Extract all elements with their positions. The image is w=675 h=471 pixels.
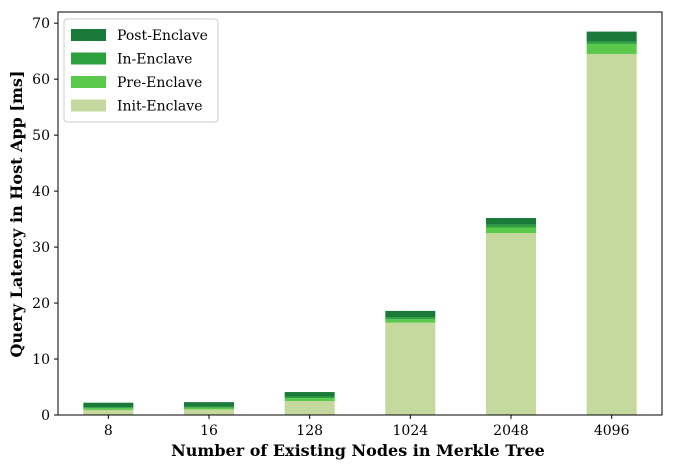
legend-box	[63, 18, 219, 123]
bar-segment-pre-enclave-4096	[586, 43, 637, 54]
bar-segment-post-enclave-8	[83, 402, 134, 408]
bar-segment-in-enclave-2048	[486, 224, 536, 228]
legend-label-post-enclave: Post-Enclave	[117, 28, 208, 44]
y-tick-label: 10	[32, 352, 50, 368]
bar-segment-init-enclave-1024	[385, 322, 436, 415]
legend-swatch-init-enclave	[71, 99, 106, 112]
x-tick-label: 4096	[594, 423, 630, 439]
y-tick-label: 40	[32, 184, 50, 200]
bar-segment-init-enclave-4096	[586, 53, 637, 415]
bar-segment-init-enclave-8	[83, 409, 134, 415]
axes-layer: 8 16 128 1024 2048 4096 0 10 20 30 40 50 60 70	[32, 11, 663, 439]
bar-segment-in-enclave-4096	[586, 41, 637, 44]
x-tick-label: 128	[296, 423, 323, 439]
bar-segment-pre-enclave-2048	[486, 227, 536, 234]
x-axis-title: Number of Existing Nodes in Merkle Tree	[171, 441, 545, 460]
y-tick-label: 70	[32, 16, 50, 32]
bar-segment-pre-enclave-8	[83, 408, 134, 410]
bar-segment-init-enclave-16	[184, 409, 234, 415]
y-tick-label: 0	[41, 408, 50, 424]
y-tick-label: 50	[32, 128, 50, 144]
bar-segment-in-enclave-1024	[385, 317, 436, 320]
bar-segment-post-enclave-16	[184, 402, 234, 407]
bar-segment-pre-enclave-128	[284, 398, 335, 402]
bar-segment-post-enclave-128	[284, 392, 335, 397]
y-tick-label: 60	[32, 72, 50, 88]
bar-segment-in-enclave-16	[184, 406, 234, 408]
bar-segment-in-enclave-8	[83, 407, 134, 409]
plot-frame	[57, 11, 663, 416]
legend-swatch-in-enclave	[71, 52, 106, 65]
bar-segment-in-enclave-128	[284, 396, 335, 399]
bar-segment-init-enclave-2048	[486, 233, 536, 415]
legend-label-pre-enclave: Pre-Enclave	[117, 75, 202, 91]
legend-label-init-enclave: Init-Enclave	[117, 99, 202, 115]
bar-segment-post-enclave-1024	[385, 310, 436, 318]
legend-label-in-enclave: In-Enclave	[117, 52, 192, 68]
legend-swatch-post-enclave	[71, 29, 106, 41]
legend: Post-Enclave In-Enclave Pre-Enclave Init-En…	[63, 18, 219, 123]
legend-swatch-pre-enclave	[71, 76, 106, 88]
bar-segment-post-enclave-4096	[586, 31, 637, 42]
bar-segment-init-enclave-128	[284, 401, 335, 415]
y-axis-title: Query Latency in Host App [ms]	[7, 71, 26, 358]
x-tick-label: 1024	[393, 423, 429, 439]
bar-segment-pre-enclave-16	[184, 407, 234, 410]
y-tick-label: 30	[32, 240, 50, 256]
x-tick-label: 16	[200, 423, 218, 439]
bar-segment-post-enclave-2048	[486, 217, 536, 225]
bar-segment-pre-enclave-1024	[385, 319, 436, 323]
y-tick-label: 20	[32, 296, 50, 312]
x-tick-label: 8	[104, 423, 113, 439]
x-tick-label: 2048	[493, 423, 529, 439]
bars-layer	[83, 31, 637, 415]
